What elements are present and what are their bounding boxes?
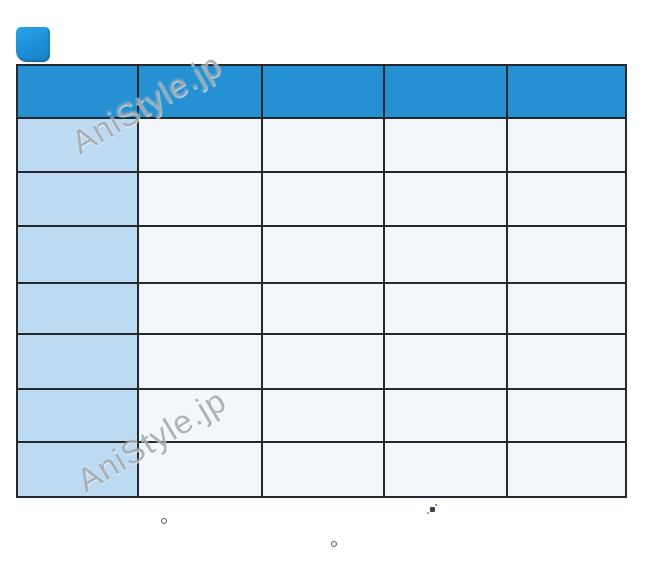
table-row	[16, 388, 627, 443]
table-cell	[137, 388, 263, 443]
table-cell	[506, 171, 627, 227]
table-cell	[261, 388, 385, 443]
dust-speck	[331, 541, 337, 547]
table-cell	[137, 171, 263, 227]
table-header-row	[16, 64, 627, 119]
data-table	[16, 64, 627, 498]
table-cell	[383, 225, 508, 284]
table-cell	[383, 333, 508, 390]
table-cell	[383, 282, 508, 335]
header-cell	[137, 64, 263, 119]
table-cell	[383, 388, 508, 443]
table-row	[16, 225, 627, 284]
table-cell	[383, 441, 508, 498]
row-header-cell	[16, 225, 139, 284]
row-header-cell	[16, 171, 139, 227]
table-cell	[137, 333, 263, 390]
table-cell	[261, 225, 385, 284]
header-cell	[16, 64, 139, 119]
table-cell	[261, 282, 385, 335]
header-cell	[261, 64, 385, 119]
table-cell	[506, 282, 627, 335]
row-header-cell	[16, 282, 139, 335]
table-cell	[261, 333, 385, 390]
table-cell	[261, 441, 385, 498]
table-cell	[261, 171, 385, 227]
table-row	[16, 117, 627, 173]
header-cell	[506, 64, 627, 119]
table-row	[16, 282, 627, 335]
header-cell	[383, 64, 508, 119]
row-header-cell	[16, 441, 139, 498]
row-header-cell	[16, 117, 139, 173]
table-row	[16, 333, 627, 390]
table-cell	[506, 225, 627, 284]
table-cell	[506, 441, 627, 498]
table-cell	[383, 171, 508, 227]
dust-speck	[427, 504, 437, 514]
table-row	[16, 64, 627, 119]
table-cell	[506, 333, 627, 390]
table-cell	[261, 117, 385, 173]
table-cell	[137, 225, 263, 284]
table-cell	[137, 441, 263, 498]
dust-speck	[161, 518, 167, 524]
table-cell	[137, 282, 263, 335]
table-row	[16, 171, 627, 227]
row-header-cell	[16, 333, 139, 390]
table-cell	[383, 117, 508, 173]
row-header-cell	[16, 388, 139, 443]
table-row	[16, 441, 627, 498]
table-cell	[137, 117, 263, 173]
table-cell	[506, 117, 627, 173]
blue-square-icon	[16, 27, 50, 62]
table-cell	[506, 388, 627, 443]
